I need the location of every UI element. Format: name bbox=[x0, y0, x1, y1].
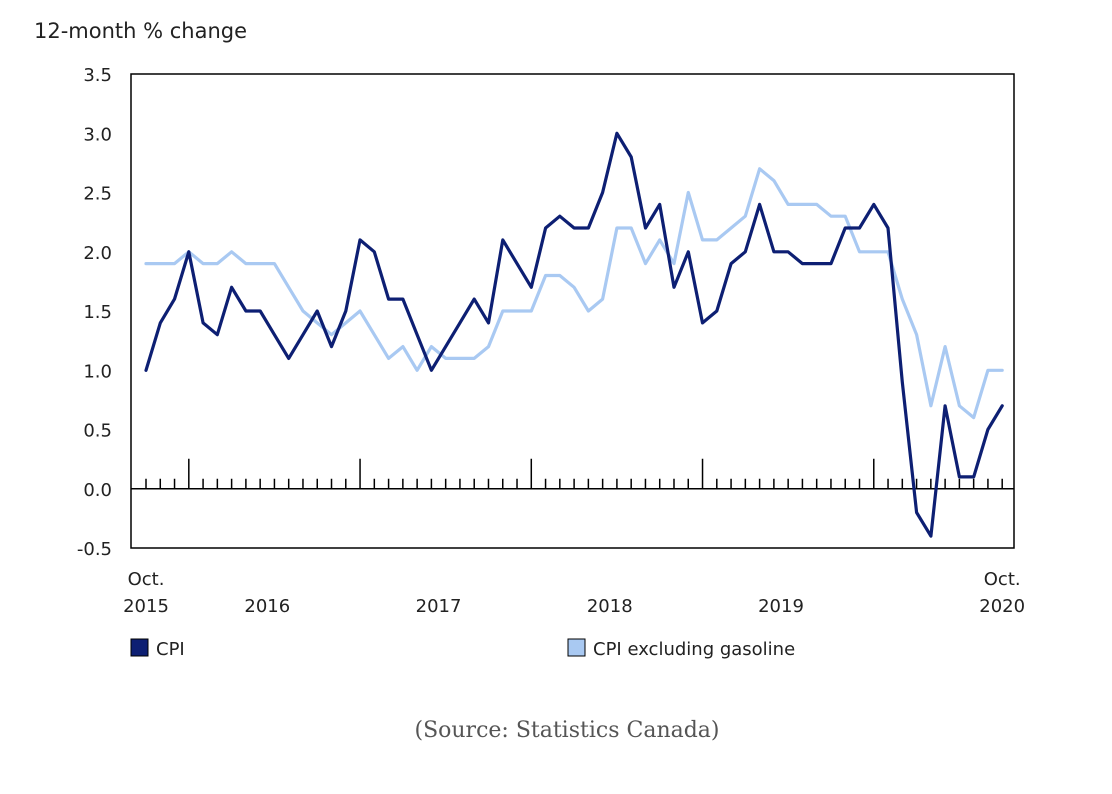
y-tick-label: 3.0 bbox=[83, 124, 112, 145]
x-year-label: 2019 bbox=[758, 596, 804, 617]
x-year-label: 2016 bbox=[244, 596, 290, 617]
x-axis: Oct. 2015 Oct. 2020 2016 2017 2018 2019 bbox=[123, 458, 1025, 617]
legend-label: CPI excluding gasoline bbox=[593, 639, 795, 660]
legend: CPI CPI excluding gasoline bbox=[130, 638, 795, 660]
y-tick-label: 0.5 bbox=[83, 421, 112, 442]
source-note: (Source: Statistics Canada) bbox=[414, 718, 720, 743]
y-tick-label: 1.5 bbox=[83, 302, 112, 323]
x-year-label: 2018 bbox=[587, 596, 633, 617]
x-year-label: 2017 bbox=[416, 596, 462, 617]
y-tick-label: 3.5 bbox=[83, 65, 112, 86]
y-tick-label: -0.5 bbox=[77, 539, 112, 560]
x-end-month-label: Oct. bbox=[984, 569, 1021, 590]
series-line bbox=[144, 131, 1004, 538]
y-tick-label: 2.5 bbox=[83, 184, 112, 205]
plot-frame bbox=[130, 73, 1015, 549]
y-tick-label: 0.0 bbox=[83, 480, 112, 501]
x-start-month-label: Oct. bbox=[128, 569, 165, 590]
line-chart: 12-month % change -0.5 0.0 0.5 1.0 1.5 2.0 2.5… bbox=[34, 19, 1025, 660]
x-start-year-label: 2015 bbox=[123, 596, 169, 617]
x-end-year-label: 2020 bbox=[979, 596, 1025, 617]
y-axis-ticks: -0.5 0.0 0.5 1.0 1.5 2.0 2.5 3.0 3.5 bbox=[77, 65, 112, 560]
legend-swatch bbox=[130, 638, 149, 657]
legend-label: CPI bbox=[156, 639, 185, 660]
series-line bbox=[144, 167, 1004, 420]
legend-swatch bbox=[567, 638, 586, 657]
y-tick-label: 2.0 bbox=[83, 243, 112, 264]
y-axis-label: 12-month % change bbox=[34, 19, 247, 43]
y-tick-label: 1.0 bbox=[83, 361, 112, 382]
series-lines bbox=[144, 131, 1004, 538]
